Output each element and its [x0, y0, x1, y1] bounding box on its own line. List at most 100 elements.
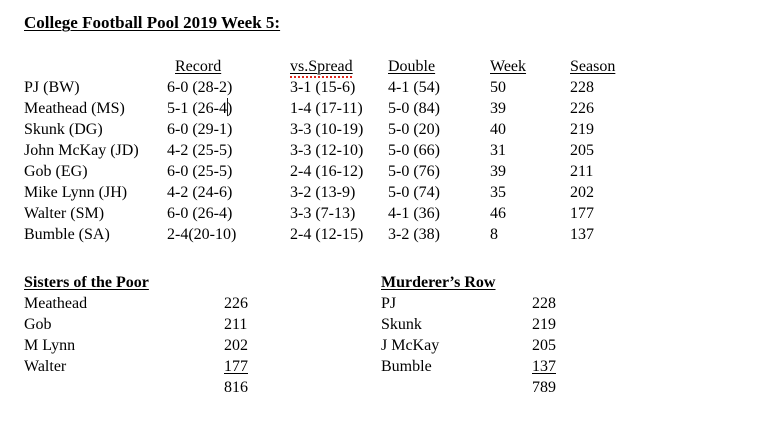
cell-season: 228 [570, 79, 594, 96]
standings-murderers-row: Murderer’s Row PJ 228 Skunk 219 J McKay 205… [381, 272, 556, 398]
list-item: Gob 211 [24, 314, 248, 335]
cell-week: 39 [490, 100, 506, 117]
text-cursor [226, 98, 228, 116]
header-vs-spread-label: vs.Spread [290, 58, 353, 75]
table-header-row: Record vs.Spread Double Week Season [24, 56, 680, 77]
cell-player: Walter (SM) [24, 205, 105, 222]
header-name-spacer [24, 56, 167, 77]
cell-player: Skunk (DG) [24, 121, 103, 138]
cell-vs-spread: 3-2 (13-9) [290, 184, 356, 201]
table-row: Mike Lynn (JH) 4-2 (24-6) 3-2 (13-9) 5-0… [24, 182, 680, 203]
cell-double: 5-0 (84) [388, 100, 440, 117]
standing-name: Skunk [381, 316, 422, 333]
list-item: PJ 228 [381, 293, 556, 314]
header-week: Week [490, 56, 570, 77]
header-season-label: Season [570, 58, 616, 75]
cell-vs-spread: 3-3 (12-10) [290, 142, 364, 159]
cell-record: 5-1 (26-4) [167, 98, 290, 119]
list-item: J McKay 205 [381, 335, 556, 356]
cell-vs-spread: 3-3 (7-13) [290, 205, 356, 222]
standing-score: 228 [532, 295, 556, 312]
standing-score: 219 [532, 316, 556, 333]
table-row: Walter (SM) 6-0 (26-4) 3-3 (7-13) 4-1 (3… [24, 203, 680, 224]
header-record: Record [167, 56, 290, 77]
record-text-before-cursor: 5-1 (26-4 [167, 100, 227, 117]
header-double: Double [388, 56, 490, 77]
table-row: Meathead (MS) 5-1 (26-4) 1-4 (17-11) 5-0… [24, 98, 680, 119]
cell-record: 6-0 (26-4) [167, 205, 233, 222]
list-item: Bumble 137 [381, 356, 556, 377]
standings-sisters-of-the-poor: Sisters of the Poor Meathead 226 Gob 211 M… [24, 272, 248, 398]
standing-score-underlined: 177 [224, 358, 248, 375]
cell-vs-spread: 1-4 (17-11) [290, 100, 363, 117]
standing-score-underlined: 137 [532, 358, 556, 375]
cell-week: 8 [490, 226, 498, 243]
cell-vs-spread: 3-1 (15-6) [290, 79, 356, 96]
page-title: College Football Pool 2019 Week 5: [24, 12, 280, 33]
header-week-label: Week [490, 58, 527, 75]
cell-player: Gob (EG) [24, 163, 88, 180]
table-row: John McKay (JD) 4-2 (25-5) 3-3 (12-10) 5… [24, 140, 680, 161]
standings-title-text: Sisters of the Poor [24, 274, 149, 291]
header-vs-spread: vs.Spread [290, 56, 388, 77]
list-item: M Lynn 202 [24, 335, 248, 356]
cell-record: 6-0 (25-5) [167, 163, 233, 180]
standing-score: 205 [532, 337, 556, 354]
table-row: Bumble (SA) 2-4(20-10) 2-4 (12-15) 3-2 (… [24, 224, 680, 245]
cell-player: PJ (BW) [24, 79, 80, 96]
cell-vs-spread: 2-4 (12-15) [290, 226, 364, 243]
cell-double: 4-1 (36) [388, 205, 440, 222]
cell-season: 226 [570, 100, 594, 117]
cell-season: 205 [570, 142, 594, 159]
cell-week: 40 [490, 121, 506, 138]
total-score: 816 [224, 379, 248, 396]
cell-vs-spread: 3-3 (10-19) [290, 121, 364, 138]
list-item: Meathead 226 [24, 293, 248, 314]
table-row: PJ (BW) 6-0 (28-2) 3-1 (15-6) 4-1 (54) 5… [24, 77, 680, 98]
page-title-text: College Football Pool 2019 Week 5: [24, 13, 281, 32]
cell-week: 31 [490, 142, 506, 159]
cell-player: John McKay (JD) [24, 142, 139, 159]
cell-record: 4-2 (24-6) [167, 184, 233, 201]
standing-name: Walter [24, 358, 67, 375]
standing-score: 202 [224, 337, 248, 354]
total-score: 789 [532, 379, 556, 396]
cell-double: 4-1 (54) [388, 79, 440, 96]
standings-title: Murderer’s Row [381, 272, 556, 293]
cell-player: Mike Lynn (JH) [24, 184, 128, 201]
cell-season: 137 [570, 226, 594, 243]
list-item: Walter 177 [24, 356, 248, 377]
cell-double: 5-0 (66) [388, 142, 440, 159]
cell-double: 5-0 (20) [388, 121, 440, 138]
cell-record: 4-2 (25-5) [167, 142, 233, 159]
cell-record: 6-0 (29-1) [167, 121, 233, 138]
cell-season: 211 [570, 163, 594, 180]
cell-double: 5-0 (76) [388, 163, 440, 180]
cell-record: 2-4(20-10) [167, 226, 237, 243]
cell-double: 3-2 (38) [388, 226, 440, 243]
standing-name: Gob [24, 316, 52, 333]
cell-week: 39 [490, 163, 506, 180]
table-row: Gob (EG) 6-0 (25-5) 2-4 (16-12) 5-0 (76)… [24, 161, 680, 182]
standings-title-text: Murderer’s Row [381, 274, 496, 291]
cell-season: 219 [570, 121, 594, 138]
total-row: 789 [381, 377, 556, 398]
standing-name: Meathead [24, 295, 88, 312]
header-season: Season [570, 56, 680, 77]
record-text-after-cursor: ) [226, 100, 233, 117]
pool-results-table: Record vs.Spread Double Week Season PJ (… [24, 56, 680, 245]
spellcheck-underline: vs.Spread [290, 58, 353, 75]
cell-season: 202 [570, 184, 594, 201]
standing-name: Bumble [381, 358, 432, 375]
cell-week: 50 [490, 79, 506, 96]
cell-week: 35 [490, 184, 506, 201]
standing-name: PJ [381, 295, 397, 312]
list-item: Skunk 219 [381, 314, 556, 335]
cell-season: 177 [570, 205, 594, 222]
header-double-label: Double [388, 58, 436, 75]
standing-score: 226 [224, 295, 248, 312]
standing-name: J McKay [381, 337, 440, 354]
cell-vs-spread: 2-4 (16-12) [290, 163, 364, 180]
cell-player: Bumble (SA) [24, 226, 110, 243]
